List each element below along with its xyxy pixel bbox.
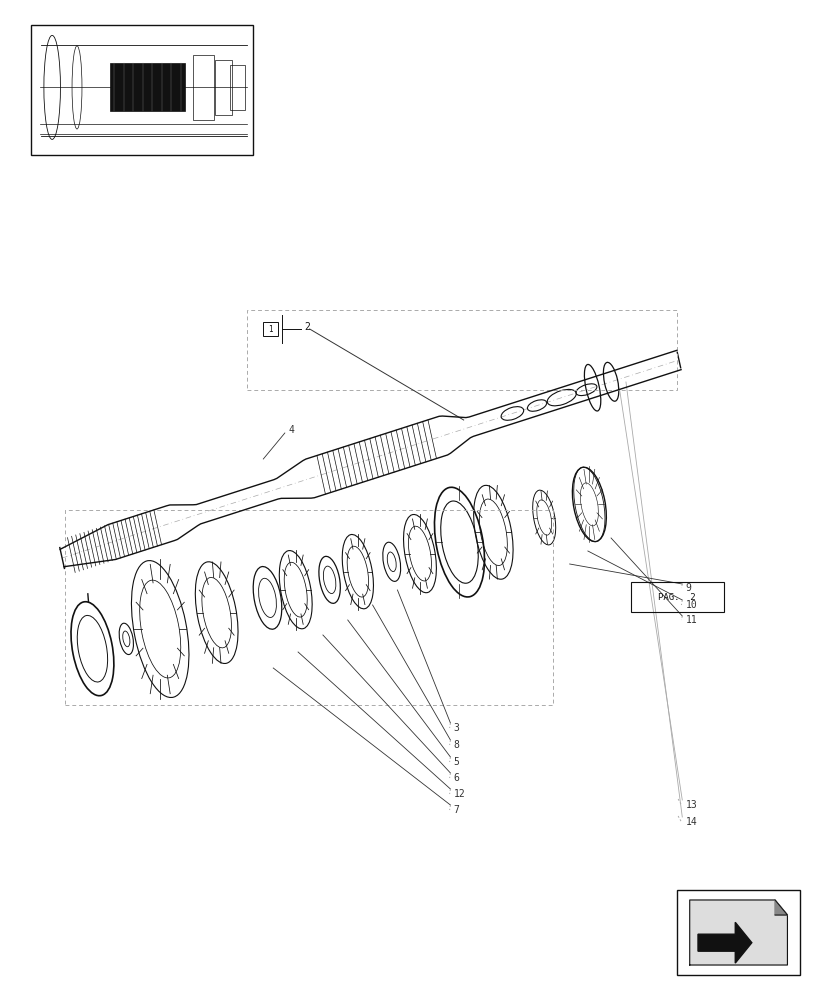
Text: PAG.  2: PAG. 2 [657, 592, 696, 601]
Bar [31, 25, 253, 155]
Text: 10: 10 [685, 600, 696, 610]
Text: 14: 14 [685, 817, 696, 827]
Text: 6: 6 [453, 773, 459, 783]
Bar [246, 310, 676, 390]
Text: 5: 5 [453, 757, 459, 767]
Bar [263, 322, 278, 336]
Polygon shape [774, 900, 786, 915]
Bar [215, 60, 232, 115]
Text: 4: 4 [288, 425, 294, 435]
Bar [630, 582, 723, 612]
Text: 7: 7 [453, 805, 459, 815]
Text: 8: 8 [453, 740, 459, 750]
Bar [110, 63, 184, 111]
Text: 1: 1 [268, 324, 273, 334]
Text: 13: 13 [685, 800, 696, 810]
Bar [193, 55, 213, 120]
Bar [676, 890, 799, 975]
Bar [230, 65, 245, 110]
Polygon shape [689, 900, 786, 965]
Text: 2: 2 [304, 322, 310, 332]
Text: 9: 9 [685, 583, 691, 593]
Text: 3: 3 [453, 723, 459, 733]
Polygon shape [697, 922, 751, 963]
Text: 11: 11 [685, 615, 696, 625]
Text: 12: 12 [453, 789, 465, 799]
Bar [65, 510, 552, 705]
